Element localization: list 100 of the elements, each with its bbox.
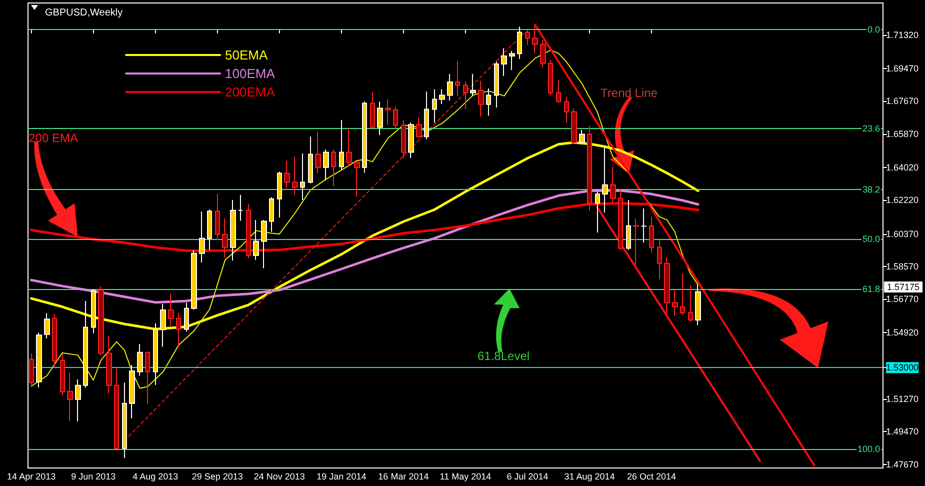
y2-tick-label: 0.0: [867, 24, 880, 34]
candlestick: [331, 148, 336, 187]
y-tick-label: 1.69470: [886, 64, 919, 74]
text: 100EMA: [225, 66, 276, 81]
candlestick: [215, 194, 220, 240]
candlestick: [308, 136, 313, 184]
x-tick-label: 6 Jul 2014: [506, 472, 548, 482]
x-tick-label: 31 Aug 2014: [564, 472, 615, 482]
y-tick-label: 1.53000: [886, 362, 919, 373]
x-tick-label: 4 Aug 2013: [132, 472, 178, 482]
x-tick-label: 9 Jun 2013: [71, 472, 116, 482]
y-tick-label: 1.62220: [886, 195, 919, 206]
candlestick: [346, 128, 352, 168]
candlestick: [339, 119, 344, 171]
candlestick: [478, 80, 484, 118]
annotation: 200 EMA: [28, 131, 78, 145]
candlestick: [83, 300, 88, 388]
candlestick: [292, 156, 298, 196]
annotation: 61.8Level: [477, 349, 530, 363]
candlestick: [494, 61, 499, 108]
candlestick: [246, 204, 251, 259]
y-tick-label: 1.64020: [886, 162, 919, 172]
candlestick: [540, 40, 546, 68]
candlestick: [60, 353, 65, 396]
candlestick: [106, 336, 112, 394]
candlestick: [168, 292, 174, 327]
candlestick: [300, 152, 305, 201]
candlestick: [680, 272, 685, 316]
candlestick: [207, 208, 212, 250]
y-tick-label: 1.65870: [886, 128, 919, 139]
y2-tick-label: 23.6: [862, 123, 880, 134]
candlestick: [230, 200, 236, 262]
x-tick-label: 14 Apr 2013: [7, 472, 56, 482]
candlestick: [29, 352, 34, 386]
candlestick: [52, 314, 57, 366]
candlestick: [455, 60, 460, 96]
candlestick: [191, 250, 197, 310]
candlestick: [238, 194, 243, 222]
chart-title: GBPUSD,Weekly: [45, 8, 123, 18]
candlestick: [695, 284, 701, 326]
candlestick: [501, 48, 507, 76]
candlestick: [509, 50, 515, 70]
candlestick: [284, 160, 290, 189]
candlestick: [401, 119, 406, 159]
y-tick-label: 1.67670: [886, 96, 919, 106]
candlestick: [657, 238, 662, 280]
candlestick: [370, 91, 375, 130]
candlestick: [129, 364, 135, 419]
candlestick: [416, 116, 422, 138]
y2-tick-label: 38.2: [862, 184, 880, 195]
candlestick: [160, 304, 166, 348]
candlestick: [199, 211, 205, 263]
candlestick: [184, 302, 189, 332]
candlestick: [432, 88, 437, 124]
candlestick: [385, 98, 391, 126]
candlestick: [532, 25, 538, 54]
y-tick-label: 1.58570: [886, 261, 919, 272]
candlestick: [571, 108, 577, 144]
candlestick: [122, 382, 127, 459]
candlestick: [664, 256, 670, 314]
x-tick-label: 24 Nov 2013: [254, 472, 305, 482]
candlestick: [176, 312, 181, 346]
line-series: [30, 50, 699, 389]
candlestick: [145, 351, 150, 405]
candlestick: [137, 343, 143, 376]
candlestick: [595, 191, 600, 234]
y2-tick-label: 61.8: [862, 284, 880, 294]
candlestick: [91, 288, 96, 334]
candlestick: [641, 208, 647, 244]
candlestick: [44, 312, 50, 339]
x-tick-label: 11 May 2014: [440, 472, 492, 482]
y-tick-label: 1.54920: [886, 328, 919, 338]
candlestick: [470, 73, 476, 96]
candlestick: [408, 122, 414, 159]
x-tick-label: 19 Jan 2014: [316, 472, 366, 482]
y-tick-label: 1.51270: [886, 394, 919, 404]
candlestick: [610, 166, 616, 204]
y-tick-label: 1.49470: [886, 426, 919, 437]
candlestick: [36, 332, 42, 388]
candlestick: [277, 171, 282, 218]
annotation: Trend Line: [600, 86, 658, 100]
candlestick: [362, 101, 367, 174]
candlestick: [269, 196, 274, 232]
y-tick-label: 1.60370: [886, 228, 919, 239]
text: 1.57175: [887, 282, 920, 292]
y-tick-label: 1.47670: [886, 459, 919, 470]
candlestick: [354, 161, 360, 198]
candlestick: [633, 218, 639, 266]
candlestick: [393, 106, 398, 129]
y2-tick-label: 100.0: [857, 444, 880, 454]
candlestick: [602, 145, 608, 214]
x-tick-label: 29 Sep 2013: [192, 472, 243, 482]
candlestick: [261, 219, 267, 269]
candlestick: [75, 378, 81, 422]
candlestick: [67, 372, 73, 422]
candlestick: [222, 218, 228, 258]
candlestick: [618, 188, 623, 250]
y-tick-label: 1.56770: [886, 294, 919, 304]
candlestick: [447, 73, 453, 102]
candlestick: [579, 129, 585, 144]
